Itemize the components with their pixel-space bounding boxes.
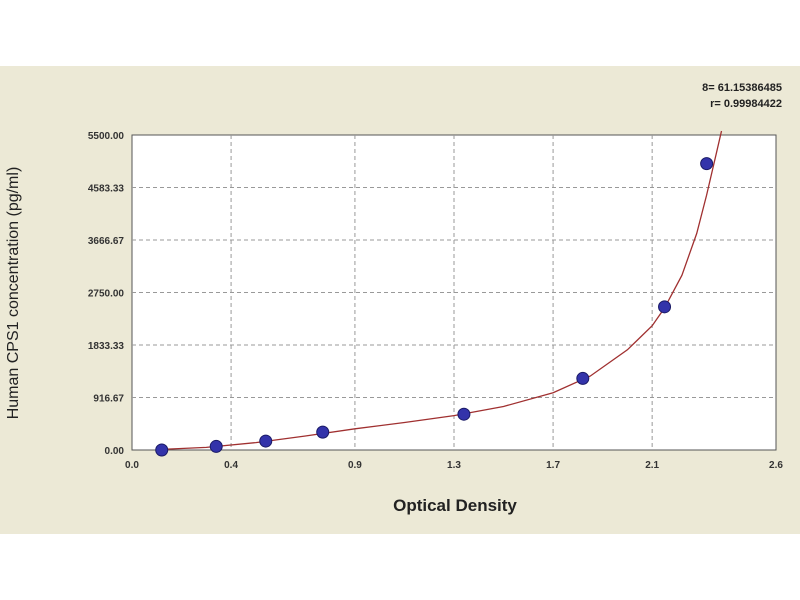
- data-points: [155, 157, 714, 457]
- y-tick-label: 5500.00: [88, 131, 125, 142]
- y-tick-label: 1833.33: [88, 341, 125, 352]
- data-point: [155, 443, 169, 457]
- x-tick-label: 0.4: [224, 460, 238, 471]
- data-point: [209, 439, 223, 453]
- correlation-text: r= 0.99984422: [710, 98, 782, 110]
- y-axis-label: Human CPS1 concentration (pg/ml): [5, 166, 22, 420]
- data-point: [576, 371, 590, 385]
- y-tick-label: 3666.67: [88, 236, 125, 247]
- grid-lines: [132, 135, 776, 450]
- data-point: [316, 425, 330, 439]
- data-point: [700, 157, 714, 171]
- x-axis-label: Optical Density: [393, 496, 517, 515]
- y-tick-label: 2750.00: [88, 289, 125, 300]
- x-tick-label: 0.9: [348, 460, 362, 471]
- x-tick-label: 2.6: [769, 460, 783, 471]
- fit-parameter-text: 8= 61.15386485: [702, 82, 782, 94]
- data-point: [457, 407, 471, 421]
- data-point: [658, 300, 672, 314]
- x-tick-label: 1.3: [447, 460, 461, 471]
- x-tick-label: 1.7: [546, 460, 560, 471]
- y-tick-label: 4583.33: [88, 184, 125, 195]
- y-tick-label: 916.67: [93, 393, 124, 404]
- fit-curve: [161, 130, 723, 451]
- data-point: [259, 434, 273, 448]
- axis-ticks: 0.0 0.4 0.9 1.3 1.7 2.1 2.6 0.00 916.67 1833.33 27…: [88, 131, 784, 471]
- x-tick-label: 2.1: [645, 460, 659, 471]
- x-tick-label: 0.0: [125, 460, 139, 471]
- y-tick-label: 0.00: [105, 446, 125, 457]
